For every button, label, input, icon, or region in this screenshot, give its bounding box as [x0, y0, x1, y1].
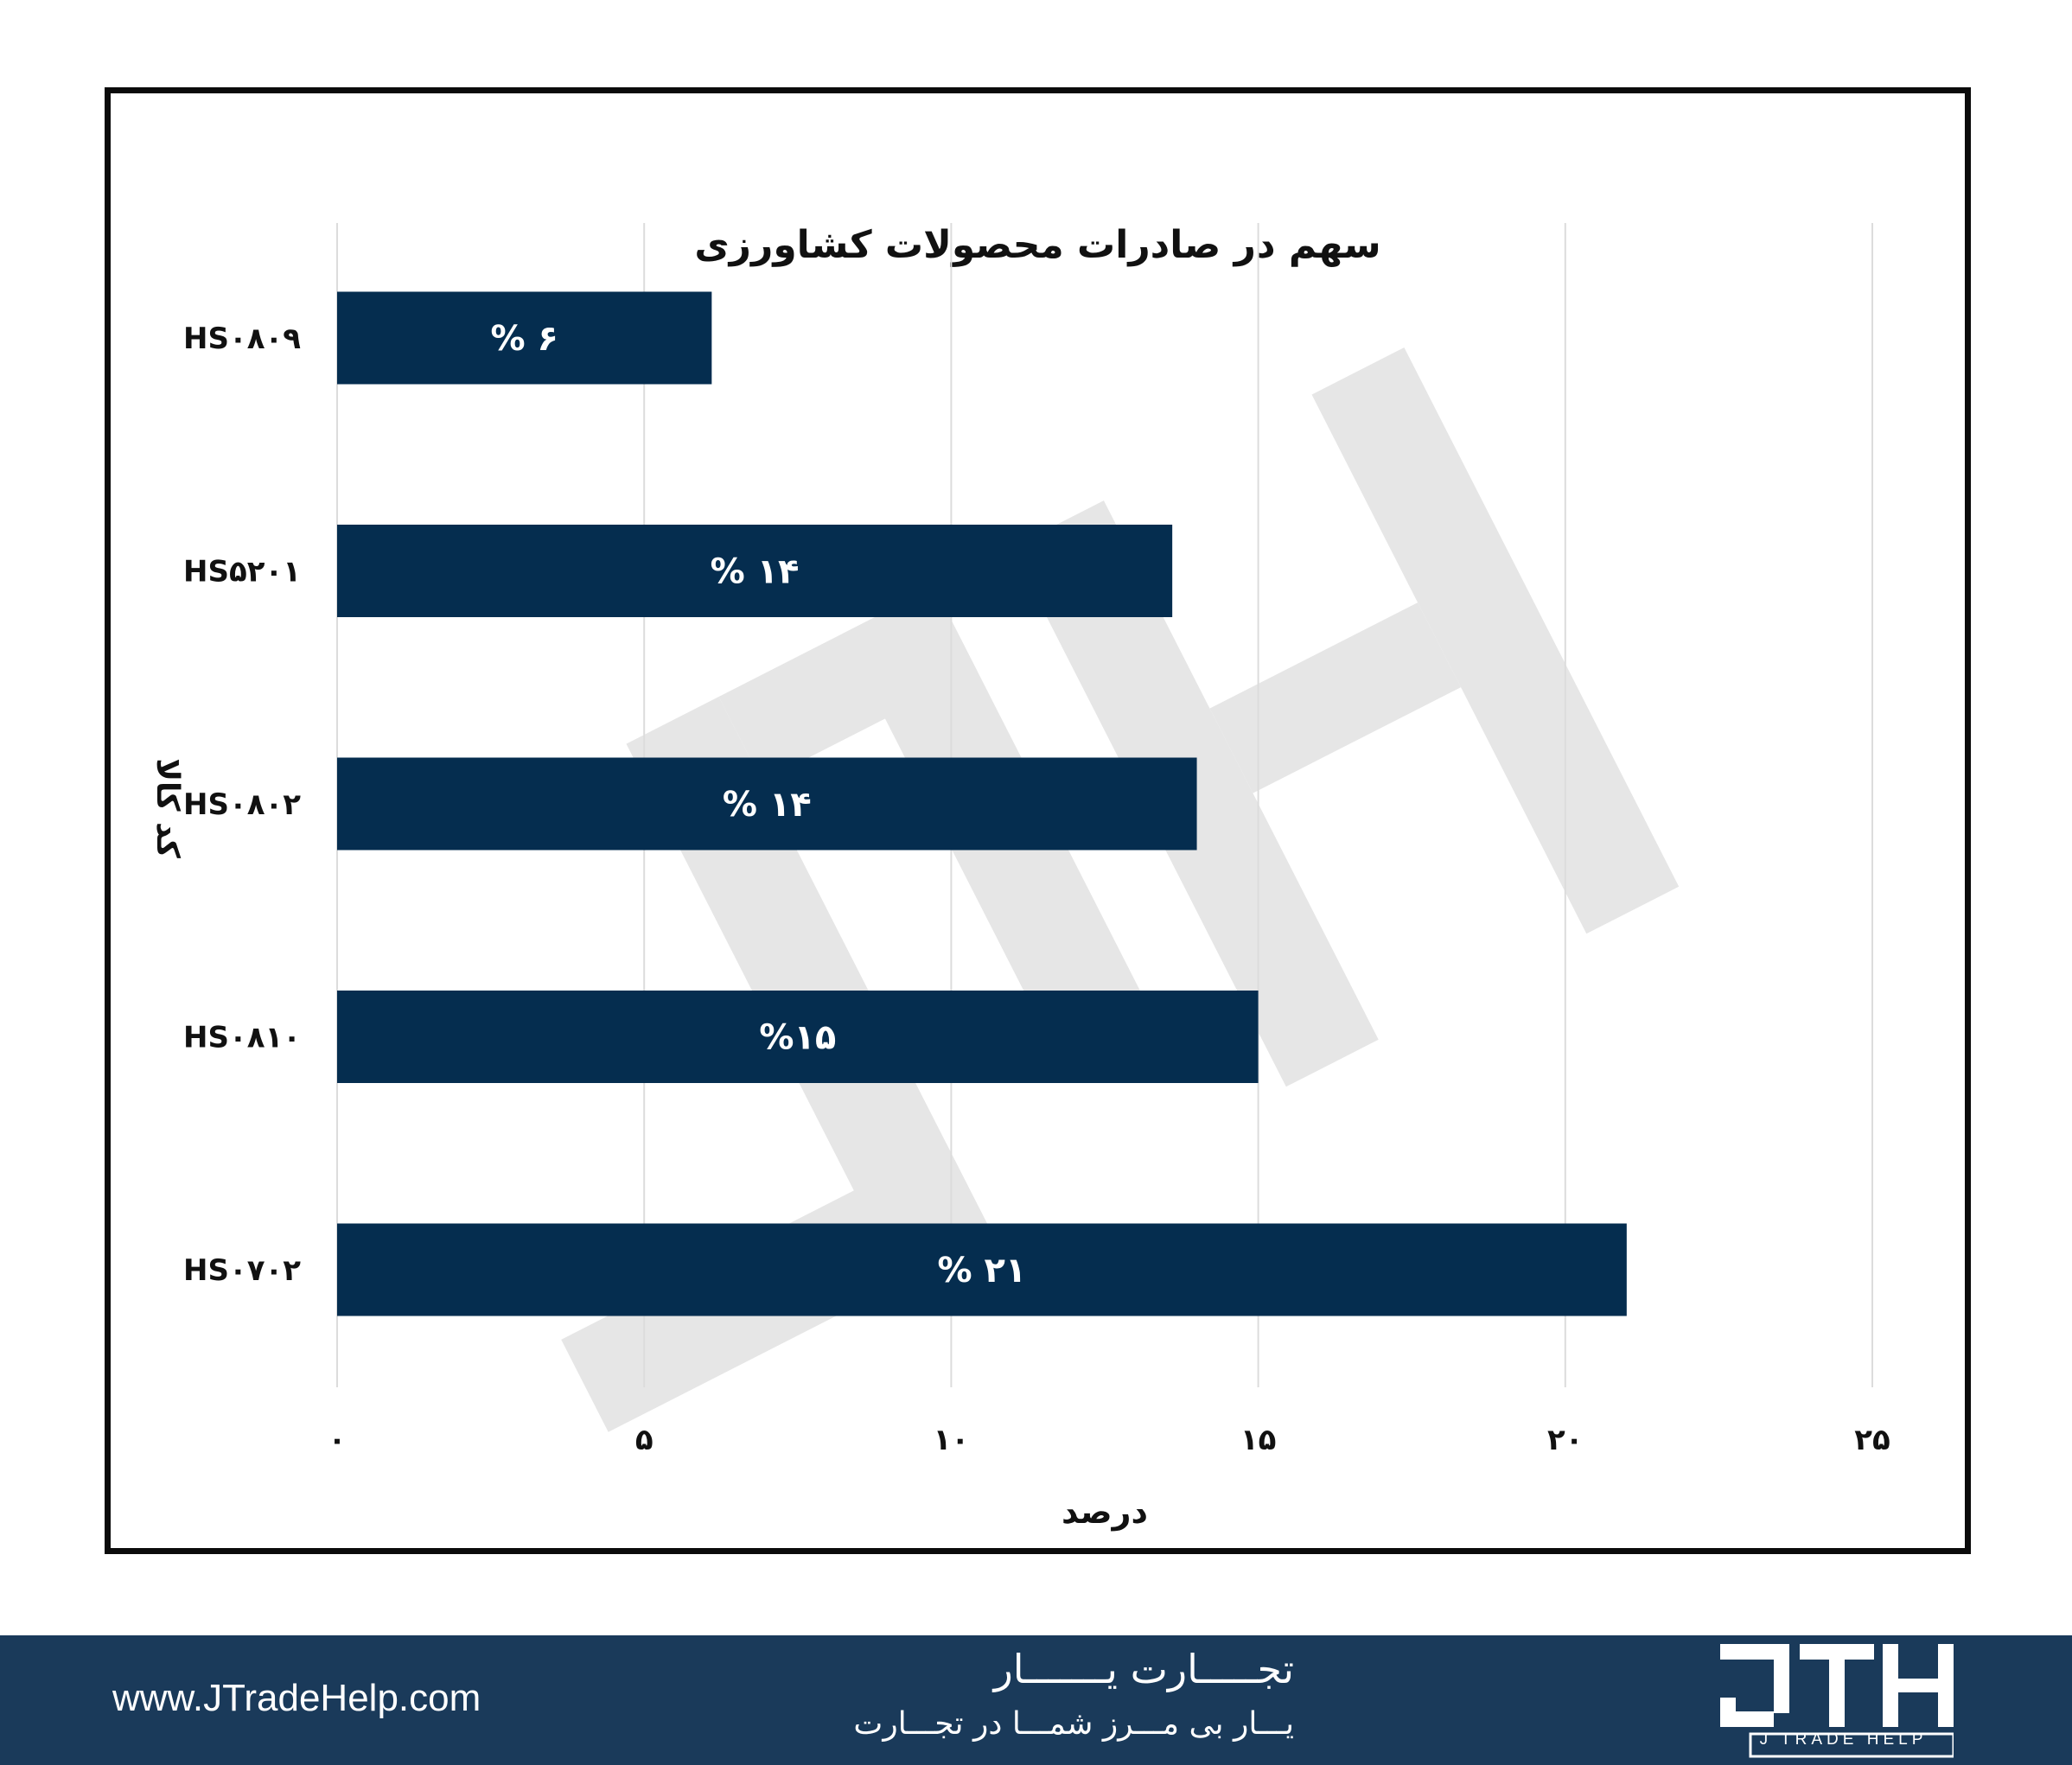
category-label: HS۰۸۰۹: [183, 322, 301, 356]
bar-value-label: % ۱۴: [723, 785, 812, 825]
x-tick-label: ۲۰: [1547, 1423, 1584, 1457]
x-tick-labels: ۰ ۵ ۱۰ ۱۵ ۲۰ ۲۵: [328, 1423, 1890, 1457]
bar: [337, 291, 712, 385]
bar: [337, 757, 1197, 851]
jth-logo-icon: [1720, 1644, 1954, 1758]
x-tick-label: ۵: [635, 1423, 653, 1457]
bar-value-label: % ۶: [490, 319, 558, 359]
tagline-sub: یـــار بی مـــرز شمـــا در تجـــارت: [853, 1706, 1294, 1742]
x-tick-label: ۱۰: [934, 1423, 970, 1457]
bar: [337, 525, 1173, 617]
bar: [337, 991, 1259, 1083]
x-tick-label: ۲۵: [1854, 1423, 1890, 1457]
category-labels: HS۰۸۰۹ HS۵۲۰۱ HS۰۸۰۲ HS۰۸۱۰ HS۰۷۰۲: [183, 322, 301, 1288]
category-label: HS۰۷۰۲: [183, 1253, 301, 1288]
footer-banner: www.JTradeHelp.com تجـــــارت یـــــــار…: [0, 1635, 2072, 1765]
category-label: HS۰۸۰۲: [183, 787, 301, 822]
x-tick-label: ۱۵: [1240, 1423, 1277, 1457]
tagline-main: تجـــــارت یـــــــار: [993, 1646, 1294, 1692]
category-label: HS۰۸۱۰: [183, 1021, 301, 1055]
bar: [337, 1223, 1627, 1316]
chart-title: سهم در صادرات محصولات کشاورزی: [694, 223, 1381, 267]
bars: % ۶ % ۱۴ % ۱۴ %۱۵ % ۲۱: [337, 291, 1627, 1316]
bar-value-label: % ۲۱: [937, 1251, 1026, 1290]
bar-value-label: % ۱۴: [711, 552, 800, 592]
bar-value-label: %۱۵: [759, 1018, 836, 1058]
category-label: HS۵۲۰۱: [183, 555, 301, 589]
x-tick-label: ۰: [328, 1423, 347, 1457]
website-link[interactable]: www.JTradeHelp.com: [112, 1677, 481, 1719]
x-axis-label: درصد: [1062, 1493, 1148, 1531]
y-axis-label: کد کالا: [150, 758, 185, 858]
bar-chart: % ۶% ۱۴% ۱۴%۱۵% ۲۱ HS۰۸۰۹HS۵۲۰۱HS۰۸۰۲HS۰…: [150, 223, 1890, 1531]
logo-caption: J TRADE HELP: [1759, 1730, 1928, 1749]
